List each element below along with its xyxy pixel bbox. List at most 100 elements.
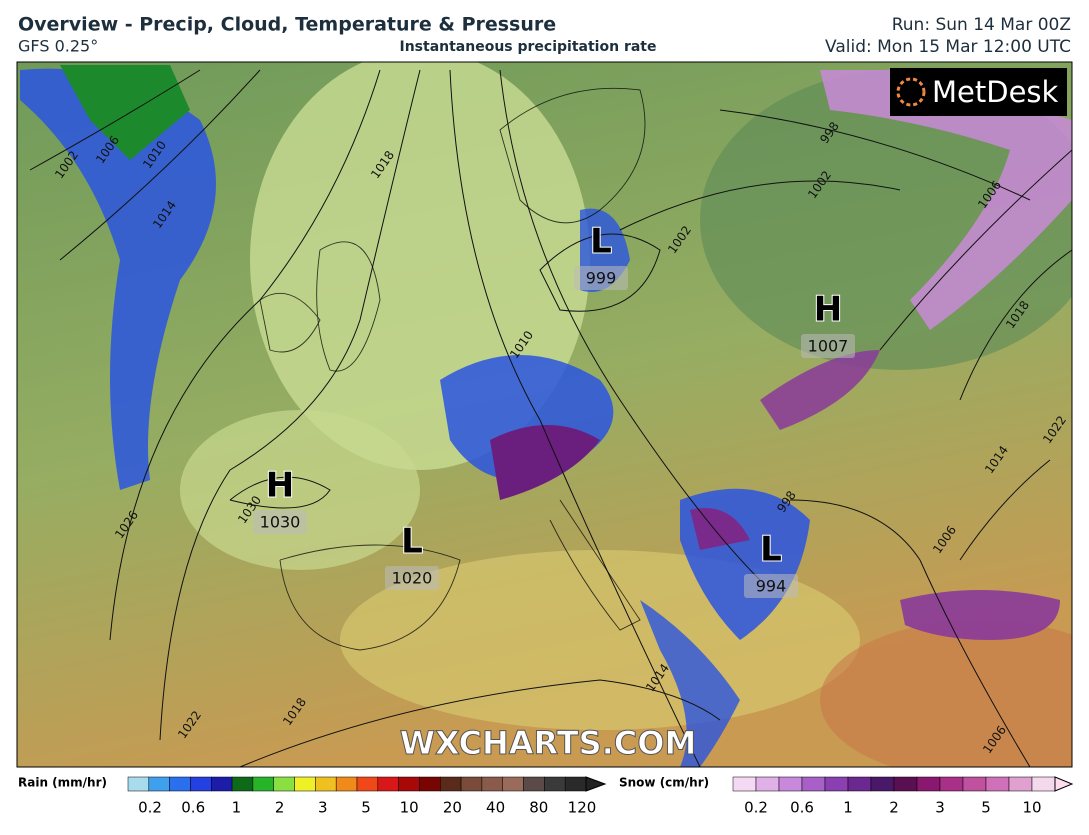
- rain-swatch: [564, 776, 587, 792]
- snow-swatch: [732, 776, 757, 792]
- snow-tick-label: 0.6: [790, 799, 814, 817]
- title: Overview - Precip, Cloud, Temperature & …: [18, 14, 556, 36]
- rain-tick-label: 40: [486, 799, 505, 817]
- rain-swatch: [294, 776, 316, 792]
- rain-swatch: [419, 776, 441, 792]
- snow-swatch: [893, 776, 918, 792]
- snow-tick-label: 5: [981, 799, 991, 817]
- pressure-value: 994: [756, 577, 787, 596]
- rain-tick-label: 120: [568, 799, 597, 817]
- snow-arrow: [1054, 776, 1074, 792]
- valid: Valid: Mon 15 Mar 12:00 UTC: [825, 37, 1071, 57]
- rain-swatch: [502, 776, 524, 792]
- cold-area: [700, 70, 1072, 370]
- rain-tick-label: 20: [443, 799, 462, 817]
- pressure-value-box: [574, 266, 628, 290]
- isobar: [719, 109, 1031, 201]
- isobar: [29, 69, 201, 171]
- snow-swatch: [916, 776, 941, 792]
- snow-heavy: [490, 425, 600, 500]
- snow-swatch: [778, 776, 803, 792]
- isobar: [879, 149, 1072, 351]
- isobar: [109, 69, 381, 641]
- rain-heavy: [60, 65, 190, 160]
- isobar: [959, 459, 1051, 561]
- pressure-value: 1020: [392, 569, 433, 588]
- snow-swatch: [962, 776, 987, 792]
- rain-swatch: [190, 776, 212, 792]
- rain-band: [20, 68, 216, 491]
- snow-swatch: [755, 776, 780, 792]
- subtitle: Instantaneous precipitation rate: [400, 39, 657, 55]
- rain-tick-label: 5: [361, 799, 371, 817]
- isobar: [499, 69, 761, 581]
- snow-heavy: [690, 508, 750, 550]
- isobar: [239, 679, 721, 767]
- snow-swatch: [870, 776, 895, 792]
- rain-swatch: [460, 776, 483, 792]
- snow-tick-label: 3: [935, 799, 945, 817]
- logo: MetDesk: [932, 75, 1059, 109]
- coastlines: [259, 87, 646, 651]
- pressure-value-box: [385, 566, 439, 590]
- coast: [259, 292, 321, 353]
- watermark: WXCHARTS.COM: [400, 724, 697, 762]
- warm-area: [820, 620, 1072, 767]
- pressure-value-box: [253, 510, 307, 534]
- isobar: [159, 69, 421, 741]
- rain-tick-label: 0.2: [138, 799, 162, 817]
- pressure-value-box: [801, 334, 855, 358]
- snow-swatch: [801, 776, 826, 792]
- isobar: [789, 499, 1031, 767]
- rain-swatch: [377, 776, 399, 792]
- isobar: [229, 476, 331, 509]
- snow-swatch: [985, 776, 1010, 792]
- isobar: [959, 249, 1072, 401]
- run: Run: Sun 14 Mar 00Z: [892, 15, 1071, 35]
- rain-swatch: [127, 776, 150, 792]
- rain-swatch: [148, 776, 170, 792]
- rain-swatch: [231, 776, 254, 792]
- coast: [549, 499, 641, 631]
- rain-swatch: [544, 776, 566, 792]
- snow-tick-label: 2: [889, 799, 899, 817]
- map: MetDesk WXCHARTS.COM 1002 1006 10101014101…: [17, 62, 1072, 767]
- rain-tick-label: 10: [400, 799, 419, 817]
- rain-swatch: [273, 776, 295, 792]
- model: GFS 0.25°: [18, 37, 98, 56]
- pressure-symbol: H: [266, 466, 294, 506]
- snow-tick-label: 0.2: [744, 799, 768, 817]
- pressure-symbol: L: [590, 222, 612, 262]
- pressure-value-box: [744, 574, 798, 598]
- rain-swatch: [315, 776, 337, 792]
- rain-swatch: [398, 776, 420, 792]
- rain-swatch: [440, 776, 462, 792]
- snow-legend-title: Snow (cm/hr): [619, 776, 709, 790]
- snow-swatch: [1031, 776, 1056, 792]
- snow-band: [820, 70, 1072, 330]
- pressure-value: 999: [586, 269, 617, 288]
- rain-legend-title: Rain (mm/hr): [18, 776, 107, 790]
- coast: [499, 87, 646, 224]
- snow-swatch: [824, 776, 849, 792]
- rain-swatch: [211, 776, 233, 792]
- isobars: [29, 69, 1072, 767]
- rain-arrow: [585, 776, 607, 792]
- cloud-area: [180, 410, 420, 570]
- rain-band: [640, 600, 740, 767]
- snow-swatch: [939, 776, 964, 792]
- pressure-value: 1030: [260, 513, 301, 532]
- snow-swatch: [1008, 776, 1033, 792]
- snow-tick-label: 1: [843, 799, 853, 817]
- pressure-symbol: L: [760, 530, 782, 570]
- rain-swatch: [481, 776, 503, 792]
- rain-tick-label: 80: [529, 799, 548, 817]
- coast: [279, 544, 461, 651]
- pressure-symbol: H: [814, 290, 842, 330]
- isobar: [539, 233, 661, 312]
- rain-tick-label: 0.6: [181, 799, 205, 817]
- rain-swatch: [335, 776, 358, 792]
- rain-swatch: [169, 776, 191, 792]
- logo-icon: [896, 77, 926, 107]
